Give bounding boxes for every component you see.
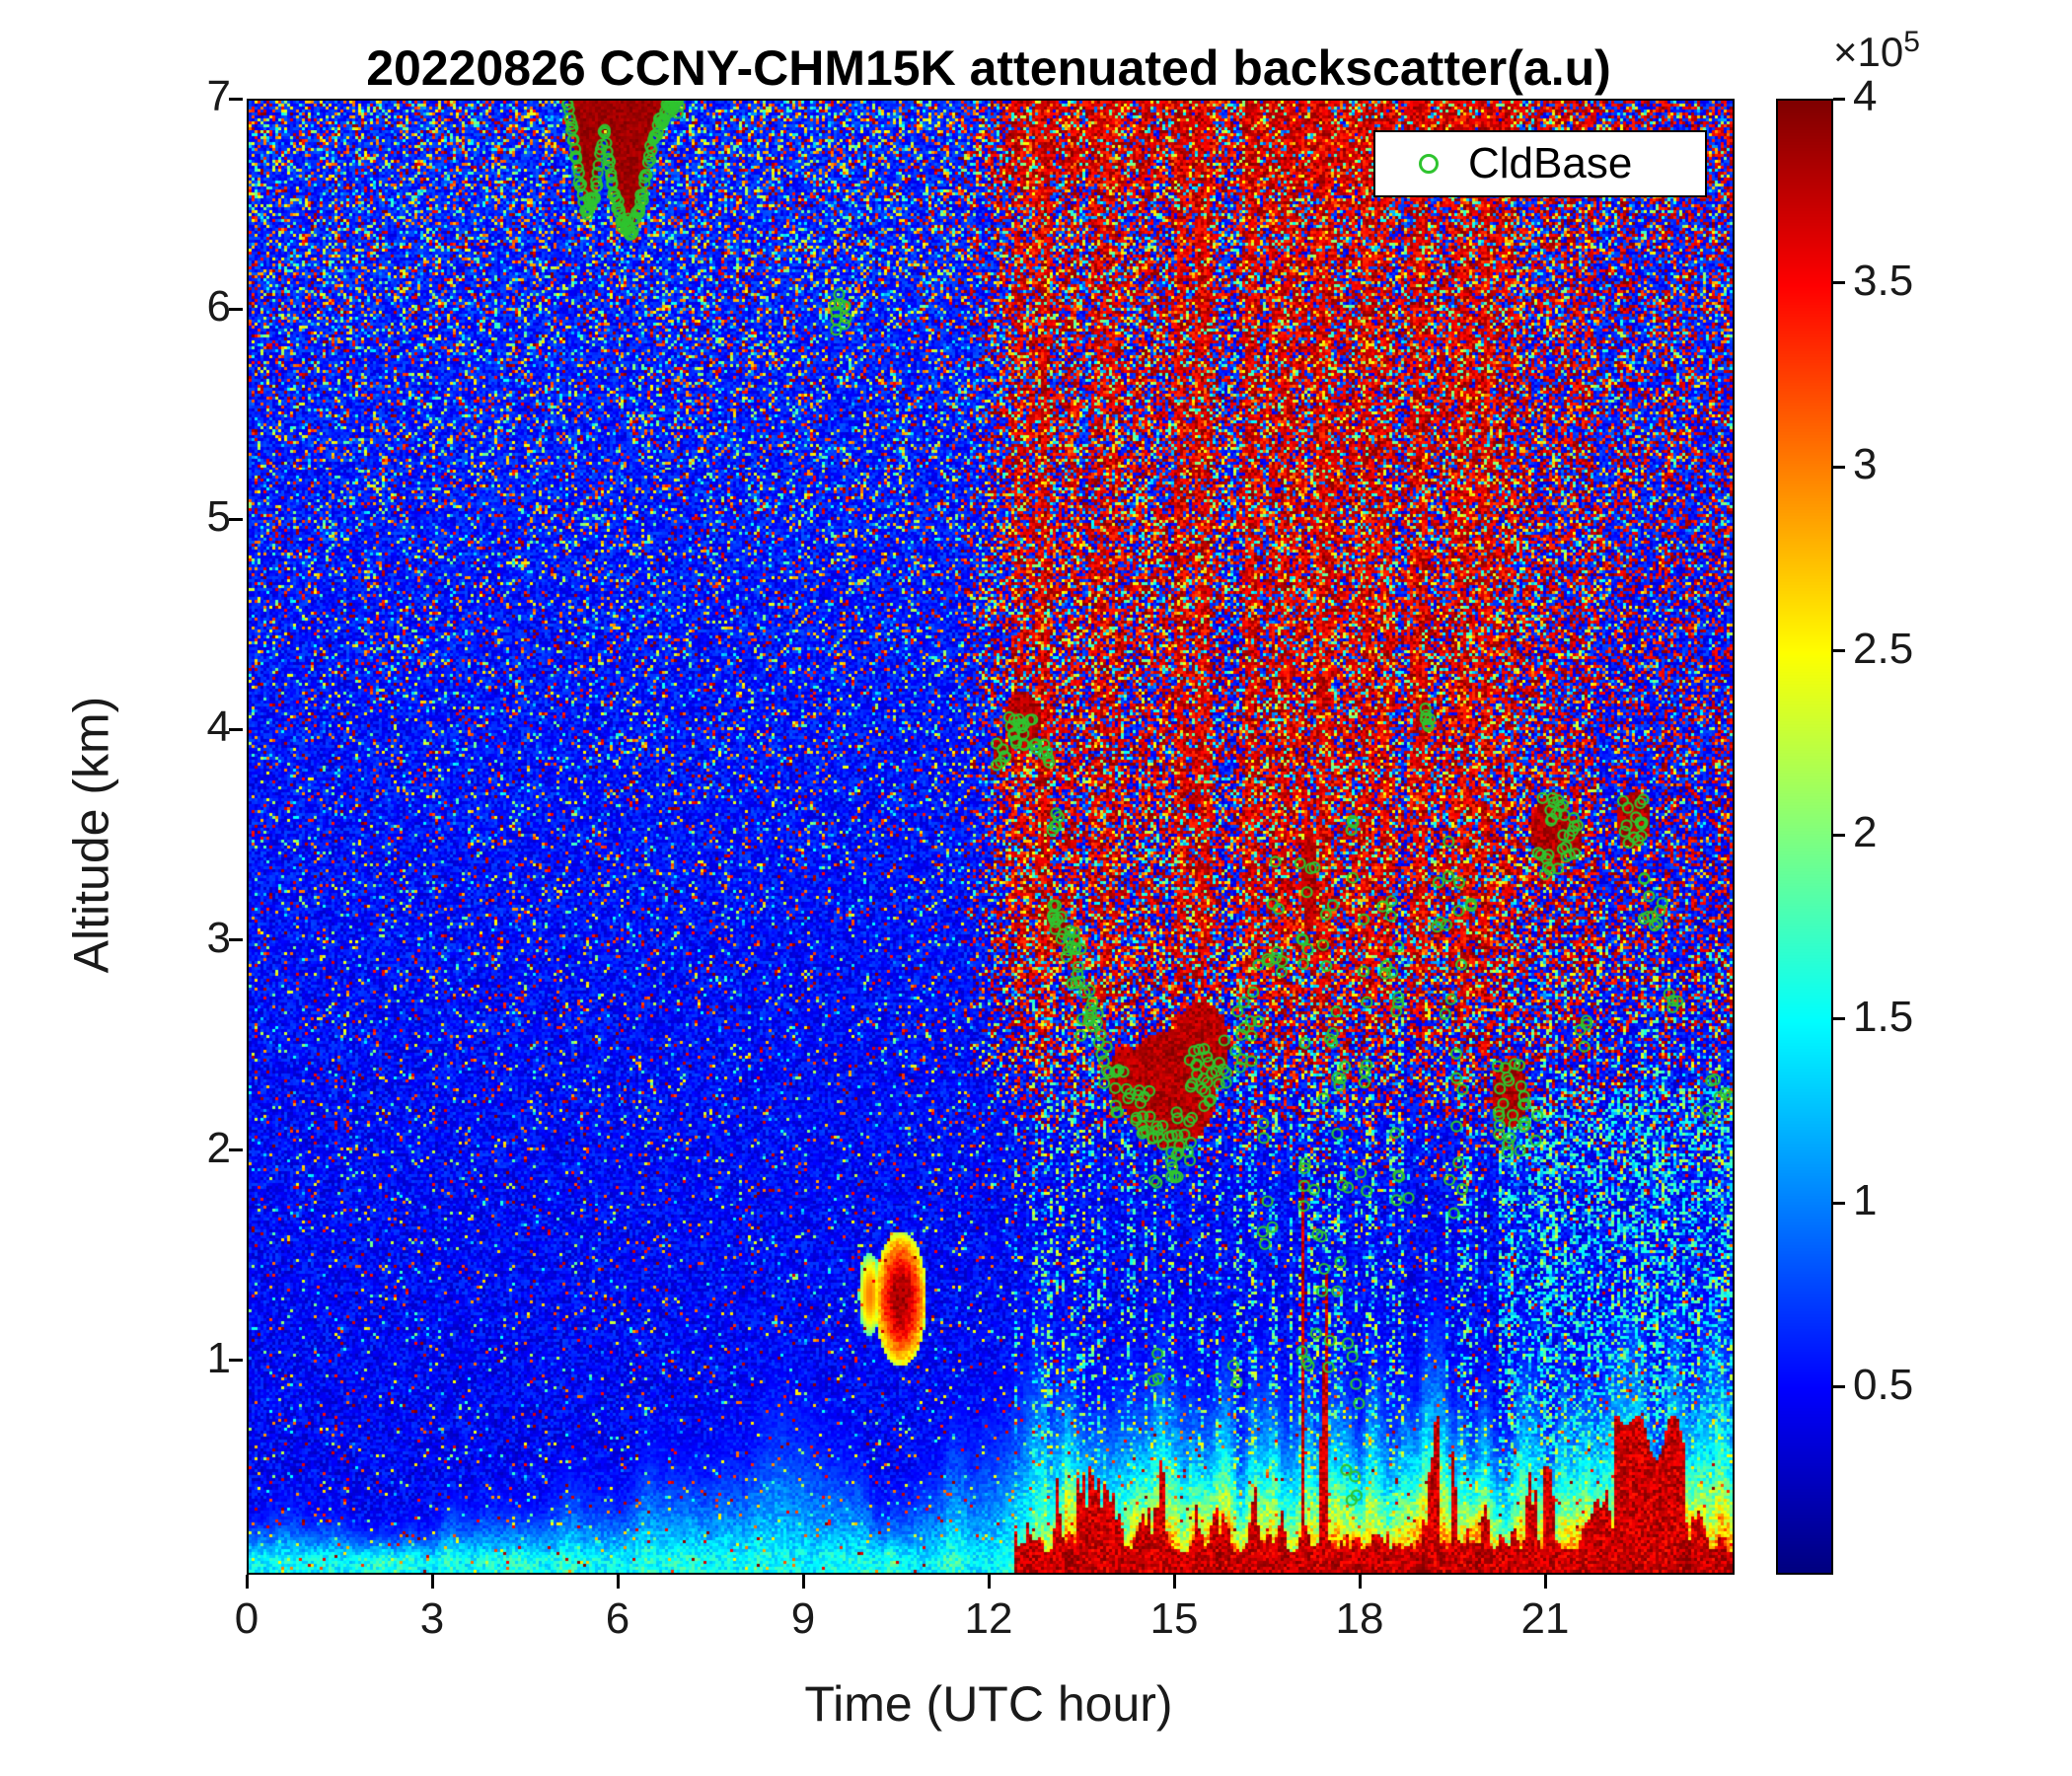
x-tick-mark [616,1575,620,1589]
y-tick-label: 3 [206,913,231,962]
colorbar-tick-label: 2 [1853,808,1878,856]
y-tick-mark [229,938,243,942]
chart-title: 20220826 CCNY-CHM15K attenuated backscat… [366,40,1611,96]
legend: CldBase [1373,130,1707,197]
x-tick-label: 15 [1149,1594,1199,1643]
y-tick-label: 2 [206,1123,231,1172]
x-tick-label: 18 [1335,1594,1384,1643]
x-tick-label: 3 [419,1594,445,1643]
y-tick-label: 4 [206,703,231,752]
x-tick-label: 6 [605,1594,630,1643]
colorbar-tick-mark [1833,281,1845,284]
colorbar-tick-label: 1 [1853,1176,1878,1224]
colorbar-exponent-base: ×10 [1833,29,1904,75]
colorbar-tick-mark [1833,833,1845,837]
y-tick-mark [229,1148,243,1152]
x-tick-mark [245,1575,249,1589]
y-tick-label: 1 [206,1333,231,1382]
colorbar-tick-mark [1833,1385,1845,1388]
colorbar-tick-label: 2.5 [1853,624,1914,673]
colorbar-tick-label: 0.5 [1853,1360,1914,1409]
colorbar-tick-label: 3 [1853,440,1878,488]
heatmap-canvas [247,99,1735,1575]
colorbar-tick-mark [1833,1201,1845,1205]
x-axis-label: Time (UTC hour) [804,1676,1173,1732]
x-tick-mark [1358,1575,1362,1589]
colorbar-canvas [1776,99,1833,1575]
x-tick-mark [987,1575,991,1589]
y-tick-mark [229,727,243,731]
colorbar-tick-mark [1833,465,1845,469]
x-tick-label: 21 [1520,1594,1570,1643]
y-tick-label: 5 [206,492,231,542]
x-tick-label: 12 [964,1594,1013,1643]
y-tick-mark [229,517,243,521]
cldbase-marker-icon [1419,154,1439,174]
colorbar-tick-mark [1833,97,1845,101]
colorbar-exponent: ×105 [1833,26,1920,76]
colorbar-exponent-power: 5 [1903,26,1920,58]
colorbar-tick-label: 3.5 [1853,256,1914,305]
colorbar-tick-label: 4 [1853,72,1878,120]
x-tick-mark [801,1575,805,1589]
y-tick-mark [229,1359,243,1363]
x-tick-label: 0 [234,1594,259,1643]
y-tick-mark [229,97,243,101]
y-tick-mark [229,307,243,311]
colorbar-tick-label: 1.5 [1853,992,1914,1041]
x-tick-mark [1172,1575,1176,1589]
y-tick-label: 7 [206,72,231,120]
legend-label: CldBase [1468,139,1633,187]
colorbar-tick-mark [1833,649,1845,652]
x-tick-label: 9 [790,1594,816,1643]
x-tick-mark [430,1575,434,1589]
y-tick-label: 6 [206,282,231,332]
x-tick-mark [1543,1575,1547,1589]
colorbar-tick-mark [1833,1017,1845,1020]
